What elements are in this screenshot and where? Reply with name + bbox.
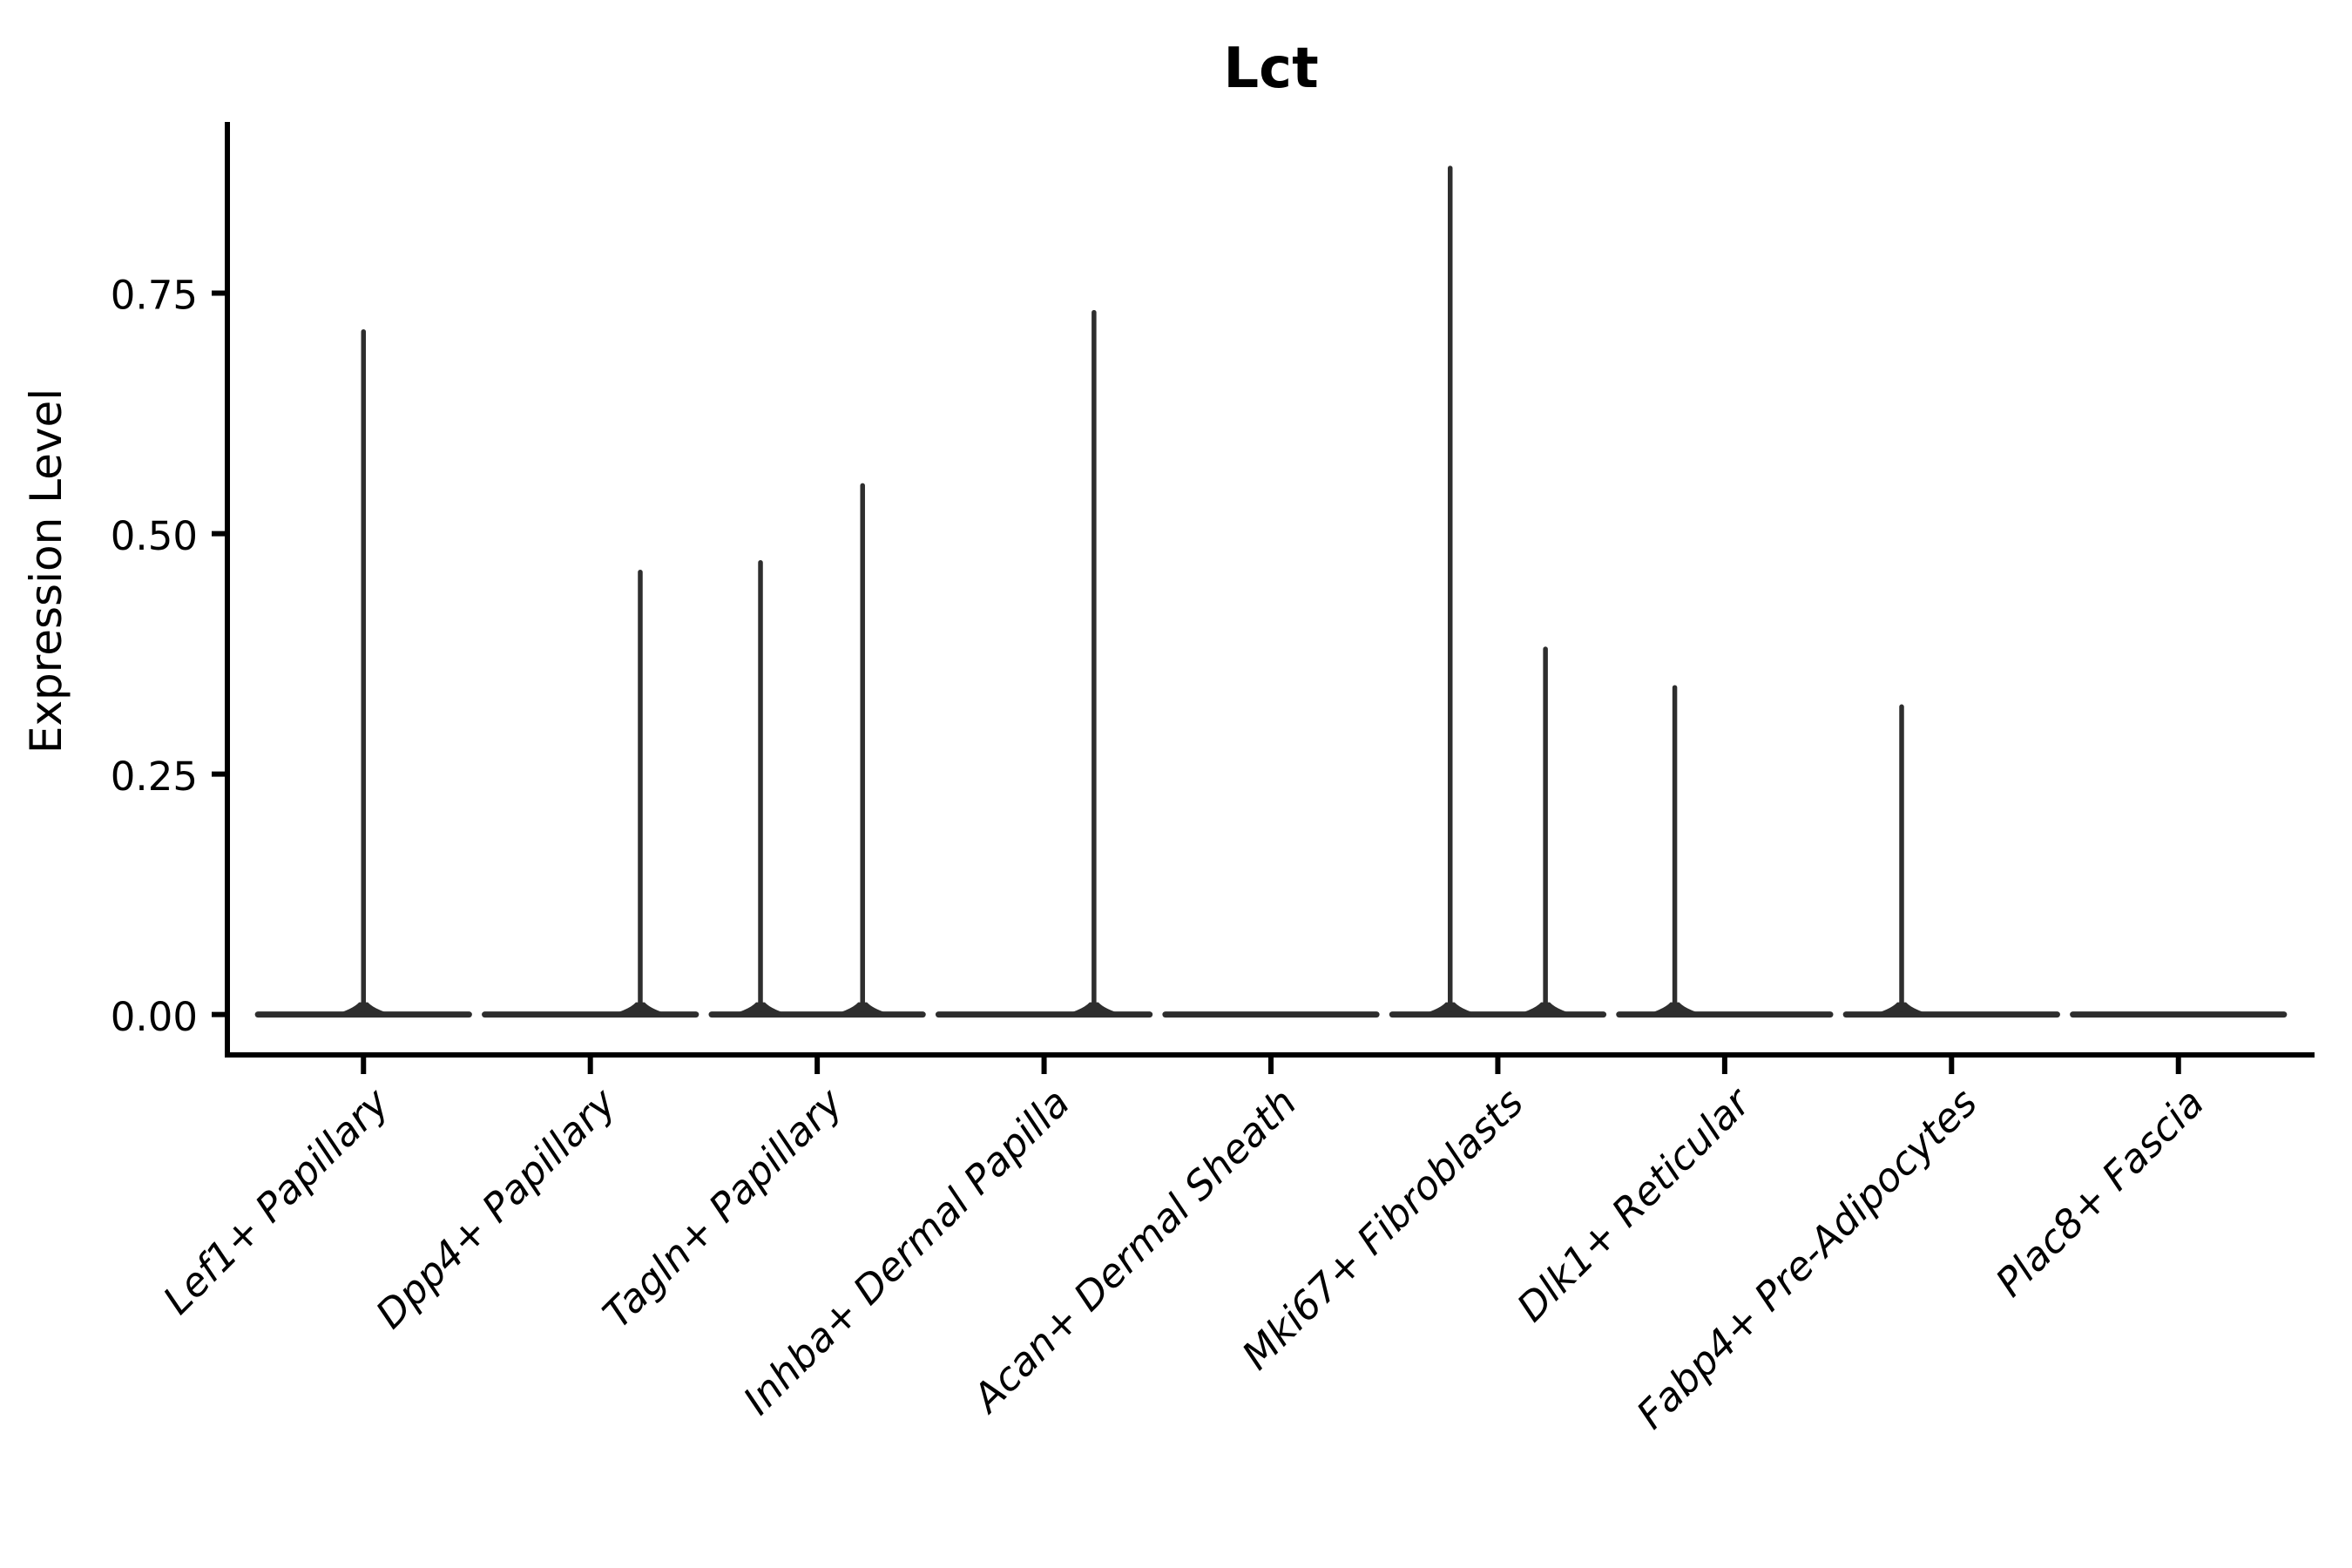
y-tick-label: 0.75 [111,273,198,319]
y-tick-label: 0.25 [111,754,198,800]
violin-1 [254,328,472,1018]
chart-title: Lct [1223,37,1318,101]
violin-2 [482,569,700,1018]
y-axis-label: Expression Level [21,389,71,754]
violin-3 [708,483,926,1018]
axis-spines [225,122,2315,1058]
y-tick-label: 0.50 [111,513,198,559]
violin-8 [1842,704,2060,1018]
y-tick-label: 0.00 [111,994,198,1040]
violin-6 [1389,166,1607,1018]
violin-7 [1616,685,1834,1018]
violin-4 [935,309,1153,1018]
